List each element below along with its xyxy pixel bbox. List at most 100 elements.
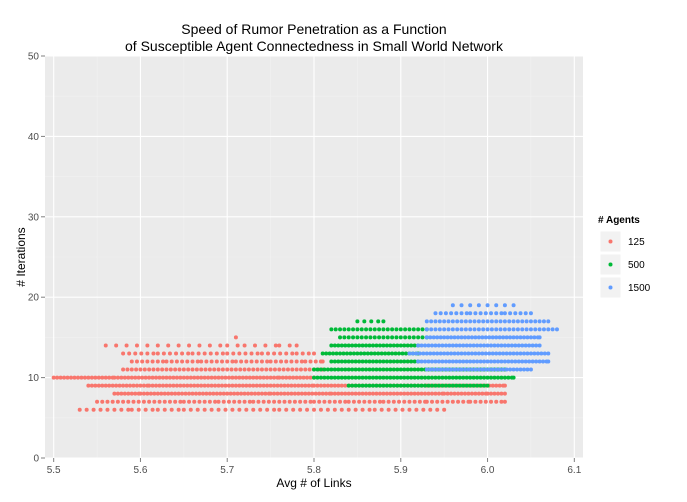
data-point — [371, 343, 376, 348]
data-point — [402, 359, 407, 364]
data-point — [520, 359, 525, 364]
data-point — [103, 343, 108, 348]
data-point — [472, 319, 477, 324]
data-point — [475, 383, 480, 388]
data-point — [409, 375, 414, 380]
data-point — [364, 383, 369, 388]
data-point — [537, 319, 542, 324]
x-tick-label: 6.0 — [481, 465, 495, 476]
data-point — [398, 367, 403, 372]
data-point — [489, 375, 494, 380]
data-point — [443, 375, 448, 380]
data-point — [272, 375, 277, 380]
data-point — [515, 335, 520, 340]
data-point — [409, 359, 414, 364]
data-point — [336, 375, 341, 380]
data-point — [402, 399, 407, 404]
data-point — [346, 335, 351, 340]
data-point — [343, 343, 348, 348]
data-point — [507, 319, 512, 324]
data-point — [506, 359, 511, 364]
data-point — [464, 359, 469, 364]
data-point — [143, 375, 148, 380]
data-point — [351, 399, 356, 404]
data-point — [294, 367, 299, 372]
data-point — [230, 375, 235, 380]
data-point — [412, 359, 417, 364]
data-point — [171, 375, 176, 380]
data-point — [502, 383, 507, 388]
data-point — [390, 335, 395, 340]
data-point — [403, 351, 408, 356]
data-point — [447, 359, 452, 364]
data-point — [339, 383, 344, 388]
data-point — [394, 335, 399, 340]
data-point — [202, 383, 207, 388]
data-point — [502, 319, 507, 324]
data-point — [468, 303, 473, 308]
data-point — [515, 367, 520, 372]
data-point — [177, 367, 182, 372]
data-point — [329, 343, 334, 348]
data-point — [299, 359, 304, 364]
data-point — [407, 327, 412, 332]
data-point — [424, 327, 429, 332]
data-point — [162, 391, 167, 396]
data-point — [343, 375, 348, 380]
data-point — [268, 359, 273, 364]
data-point — [402, 375, 407, 380]
y-tick-label: 0 — [33, 454, 39, 465]
data-point — [485, 359, 490, 364]
data-point — [306, 351, 311, 356]
data-point — [381, 367, 386, 372]
data-point — [537, 335, 542, 340]
chart-title-line-1: Speed of Rumor Penetration as a Function — [181, 21, 446, 37]
data-point — [174, 375, 179, 380]
data-point — [190, 351, 195, 356]
data-point — [489, 391, 494, 396]
data-point — [374, 359, 379, 364]
data-point — [350, 359, 355, 364]
data-point — [287, 399, 292, 404]
data-point — [523, 311, 528, 316]
data-point — [430, 383, 435, 388]
data-point — [492, 375, 497, 380]
data-point — [438, 335, 443, 340]
data-point — [518, 367, 523, 372]
data-point — [537, 327, 542, 332]
x-tick-label: 5.7 — [220, 465, 234, 476]
data-point — [332, 375, 337, 380]
data-point — [509, 343, 514, 348]
data-point — [438, 351, 443, 356]
data-point — [420, 327, 425, 332]
data-point — [528, 311, 533, 316]
data-point — [151, 351, 156, 356]
data-point — [336, 383, 341, 388]
data-point — [204, 391, 209, 396]
data-point — [469, 335, 474, 340]
data-point — [374, 367, 379, 372]
data-point — [317, 399, 322, 404]
data-point — [449, 367, 454, 372]
data-point — [494, 311, 499, 316]
data-point — [409, 383, 414, 388]
data-point — [192, 383, 197, 388]
data-point — [360, 367, 365, 372]
data-point — [483, 399, 488, 404]
data-point — [436, 359, 441, 364]
data-point — [534, 359, 539, 364]
data-point — [464, 311, 469, 316]
data-point — [398, 391, 403, 396]
data-point — [244, 375, 249, 380]
data-point — [550, 327, 555, 332]
data-point — [394, 327, 399, 332]
data-point — [157, 375, 162, 380]
data-point — [173, 399, 178, 404]
data-point — [346, 407, 351, 412]
data-point — [273, 359, 278, 364]
data-point — [471, 383, 476, 388]
data-point — [504, 351, 509, 356]
data-point — [368, 327, 373, 332]
data-point — [346, 375, 351, 380]
data-point — [511, 351, 516, 356]
